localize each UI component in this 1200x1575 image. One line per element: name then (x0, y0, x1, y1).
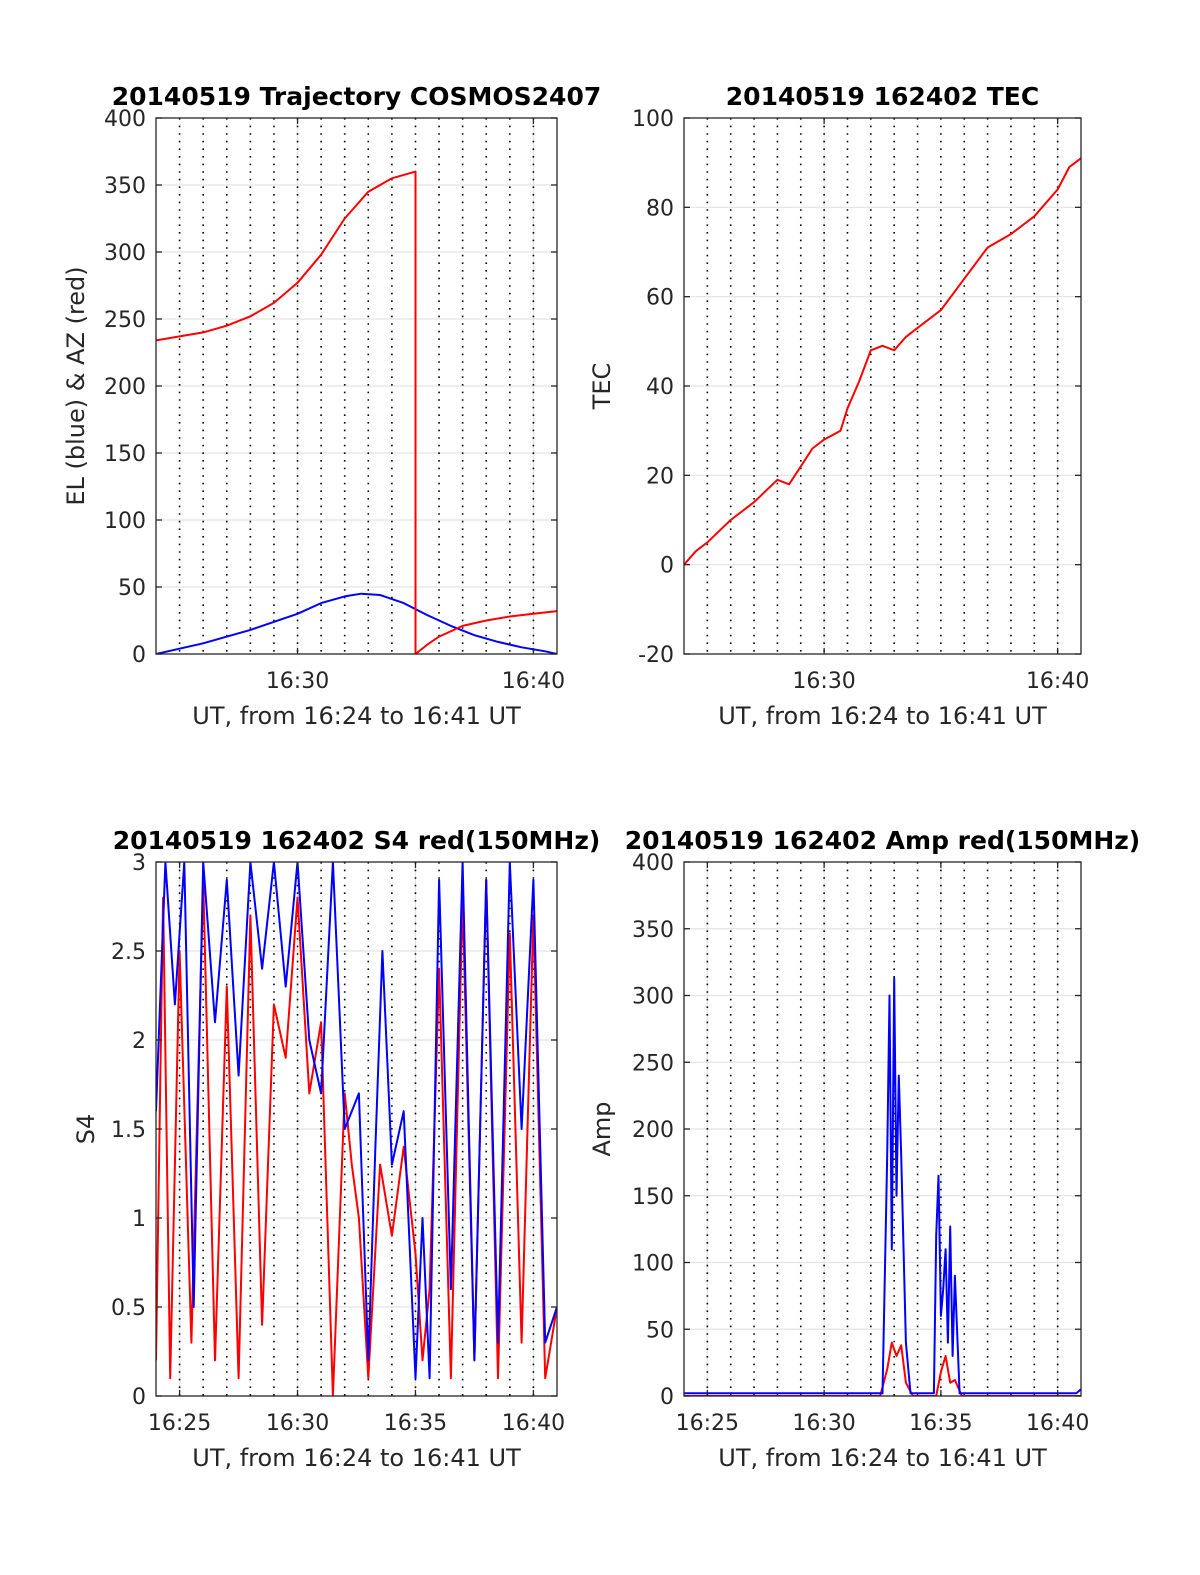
y-tick-label: 40 (646, 375, 674, 400)
chart-title: 20140519 162402 TEC (726, 82, 1039, 111)
x-tick-label: 16:40 (1026, 669, 1089, 694)
x-axis-label: UT, from 16:24 to 16:41 UT (192, 1444, 521, 1472)
tec-panel: -20 0 20 40 60 80 100 16:30 16:40 20140519 162402… (588, 82, 1089, 730)
s4-panel: 0 0.5 1 1.5 2 2.5 3 16:25 16:30 16:35 16:40 2014051… (72, 826, 600, 1472)
y-tick-label: 150 (104, 442, 146, 467)
y-tick-label: 80 (646, 196, 674, 221)
x-tick-label: 16:25 (676, 1411, 739, 1436)
y-tick-label: 150 (632, 1185, 674, 1210)
x-axis-label: UT, from 16:24 to 16:41 UT (192, 702, 521, 730)
y-tick-label: 350 (632, 918, 674, 943)
trajectory-series-el (156, 592, 557, 654)
y-tick-label: 300 (632, 985, 674, 1010)
y-tick-label: 0.5 (111, 1296, 146, 1321)
x-tick-label: 16:40 (502, 1411, 565, 1436)
y-tick-label: 0 (132, 643, 146, 668)
x-tick-label: 16:40 (502, 669, 565, 694)
y-tick-label: 100 (632, 107, 674, 132)
y-tick-label: 250 (104, 308, 146, 333)
y-tick-label: 1 (132, 1207, 146, 1232)
y-tick-label: 2 (132, 1029, 146, 1054)
x-tick-label: 16:30 (792, 1411, 855, 1436)
chart-title: 20140519 Trajectory COSMOS2407 (112, 82, 602, 111)
amp-panel: 0 50 100 150 200 250 300 350 400 16:25 16:30 16:35 1… (588, 826, 1140, 1472)
x-tick-label: 16:30 (266, 669, 329, 694)
y-tick-label: 300 (104, 241, 146, 266)
y-tick-label: 400 (632, 851, 674, 876)
x-tick-label: 16:40 (1026, 1411, 1089, 1436)
y-tick-label: 1.5 (111, 1118, 146, 1143)
x-tick-label: 16:30 (792, 669, 855, 694)
y-tick-label: 3 (132, 851, 146, 876)
chart-title: 20140519 162402 Amp red(150MHz) (625, 826, 1141, 855)
amp-series-blue (684, 977, 1081, 1395)
x-tick-label: 16:35 (909, 1411, 972, 1436)
x-tick-label: 16:25 (148, 1411, 211, 1436)
y-axis-label: Amp (588, 1101, 616, 1156)
tec-series-tec (684, 157, 1081, 566)
y-tick-label: 400 (104, 107, 146, 132)
x-tick-label: 16:35 (384, 1411, 447, 1436)
trajectory-series-az (156, 170, 557, 654)
s4-series-blue (156, 862, 557, 1380)
y-axis-label: S4 (72, 1114, 100, 1145)
y-tick-label: 50 (118, 576, 146, 601)
y-tick-label: 2.5 (111, 940, 146, 965)
chart-title: 20140519 162402 S4 red(150MHz) (113, 826, 601, 855)
y-tick-label: -20 (638, 643, 674, 668)
x-axis-label: UT, from 16:24 to 16:41 UT (718, 702, 1047, 730)
x-tick-label: 16:30 (266, 1411, 329, 1436)
y-axis-label: EL (blue) & AZ (red) (62, 266, 90, 505)
y-tick-label: 50 (646, 1318, 674, 1343)
y-tick-label: 0 (660, 554, 674, 579)
y-tick-label: 0 (660, 1385, 674, 1410)
y-tick-label: 200 (104, 375, 146, 400)
y-axis-label: TEC (588, 363, 616, 411)
y-tick-label: 250 (632, 1051, 674, 1076)
y-tick-label: 100 (632, 1252, 674, 1277)
y-tick-label: 20 (646, 464, 674, 489)
y-tick-label: 350 (104, 174, 146, 199)
amp-series-red (684, 1341, 1081, 1396)
y-tick-label: 60 (646, 286, 674, 311)
y-tick-label: 200 (632, 1118, 674, 1143)
y-tick-label: 100 (104, 509, 146, 534)
y-tick-label: 0 (132, 1385, 146, 1410)
trajectory-panel: 0 50 100 150 200 250 300 350 400 16:30 16:40 201405… (62, 82, 601, 730)
x-axis-label: UT, from 16:24 to 16:41 UT (718, 1444, 1047, 1472)
